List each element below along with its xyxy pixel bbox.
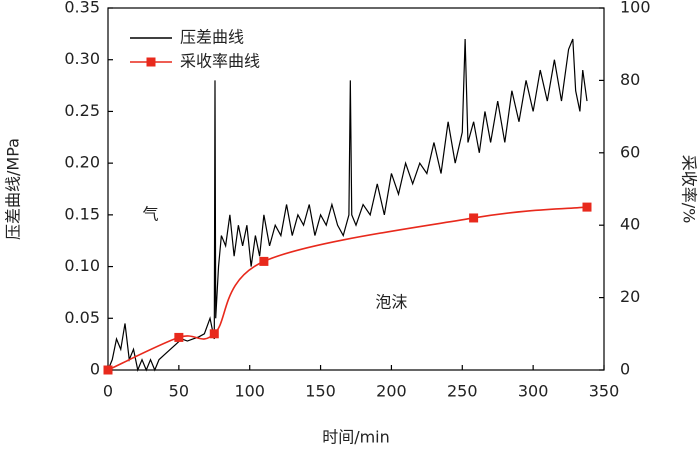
series-line	[107, 38, 588, 373]
legend-label: 采收率曲线	[180, 52, 260, 71]
marker	[174, 332, 184, 342]
y2-tick-label: 100	[620, 0, 651, 17]
y-tick-label: 0.35	[64, 0, 100, 17]
legend-label: 压差曲线	[180, 28, 244, 47]
y-tick-label: 0.30	[64, 49, 100, 68]
y2-axis-title: 采收率/%	[680, 155, 699, 224]
marker	[469, 213, 479, 223]
x-tick-label: 300	[518, 382, 549, 401]
annotation: 泡沫	[375, 292, 407, 311]
plot-frame	[107, 7, 605, 371]
marker	[209, 329, 219, 339]
y2-tick-label: 0	[620, 360, 630, 379]
marker	[259, 256, 269, 266]
y2-tick-label: 20	[620, 287, 640, 306]
x-tick-label: 350	[589, 382, 620, 401]
y-tick-label: 0	[90, 360, 100, 379]
x-tick-label: 50	[169, 382, 189, 401]
marker	[103, 365, 113, 375]
series-line	[107, 206, 588, 371]
marker	[582, 202, 592, 212]
x-tick-label: 0	[103, 382, 113, 401]
x-axis-title: 时间/min	[322, 428, 390, 447]
y-tick-label: 0.20	[64, 153, 100, 172]
y2-tick-label: 60	[620, 142, 640, 161]
x-tick-label: 250	[447, 382, 478, 401]
annotation: 气	[143, 204, 159, 223]
y-tick-label: 0.25	[64, 101, 100, 120]
y-axis-title: 压差曲线/MPa	[4, 138, 23, 240]
y2-tick-label: 40	[620, 215, 640, 234]
y-tick-label: 0.15	[64, 204, 100, 223]
x-tick-label: 100	[234, 382, 265, 401]
y-tick-label: 0.05	[64, 308, 100, 327]
legend-marker	[146, 57, 156, 67]
y2-tick-label: 80	[620, 70, 640, 89]
y-tick-label: 0.10	[64, 256, 100, 275]
x-tick-label: 200	[376, 382, 407, 401]
x-tick-label: 150	[305, 382, 336, 401]
